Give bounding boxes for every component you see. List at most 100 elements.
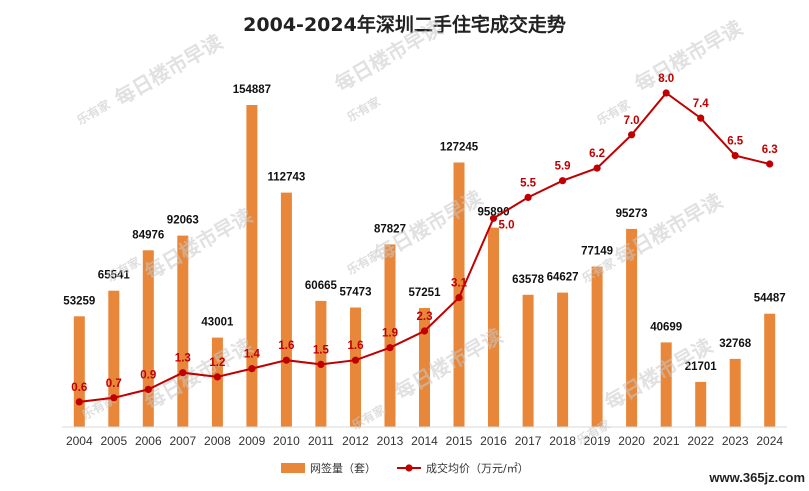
price-point-2021	[662, 89, 670, 97]
bar-2018	[557, 292, 569, 427]
x-tick-2024: 2024	[756, 434, 783, 448]
x-tick-2017: 2017	[515, 434, 542, 448]
bar-label-2010: 112743	[268, 172, 306, 184]
bar-label-2021: 40699	[650, 321, 682, 333]
x-tick-2008: 2008	[204, 434, 231, 448]
price-label-2013: 1.9	[382, 328, 398, 340]
price-point-2020	[628, 131, 636, 139]
price-point-2016	[489, 214, 498, 222]
bar-label-2011: 60665	[305, 280, 338, 292]
x-tick-2015: 2015	[446, 434, 473, 448]
legend-line-label: 成交均价（万元/㎡）	[426, 461, 529, 475]
x-tick-2011: 2011	[308, 434, 334, 448]
price-point-2011	[317, 360, 325, 368]
price-point-2006	[144, 385, 152, 393]
legend-line-marker	[405, 464, 413, 472]
x-tick-2010: 2010	[273, 434, 300, 448]
x-tick-2005: 2005	[100, 434, 127, 448]
price-label-2015: 3.1	[451, 278, 468, 290]
price-point-2008	[213, 373, 221, 381]
price-point-2012	[351, 356, 360, 364]
bar-2022	[695, 381, 707, 427]
bar-2024	[764, 313, 776, 427]
watermark-logo: 乐有家	[344, 93, 384, 124]
line-series	[75, 89, 774, 406]
watermark-logo: 乐有家	[344, 246, 384, 277]
bar-2014	[419, 308, 430, 427]
bar-label-2005: 65541	[98, 270, 131, 282]
price-label-2008: 1.2	[209, 357, 225, 369]
bar-2023	[729, 358, 741, 427]
price-label-2014: 2.3	[417, 311, 433, 323]
watermark-text: 每日楼市早读	[111, 30, 227, 111]
x-tick-2016: 2016	[480, 434, 507, 448]
bar-label-2013: 87827	[374, 223, 406, 235]
price-point-2013	[386, 344, 394, 352]
price-point-2004	[75, 398, 83, 406]
bar-label-2019: 77149	[581, 246, 613, 258]
price-point-2009	[248, 365, 256, 373]
bar-2020	[626, 228, 638, 427]
price-label-2006: 0.9	[140, 369, 156, 381]
bar-label-2007: 92063	[167, 215, 199, 227]
price-label-2011: 1.5	[313, 344, 330, 356]
x-axis-ticks: 2004 2005 2006 2007 2008 2009 2010 2011 2012 2013…	[66, 434, 783, 448]
bar-2019	[591, 266, 603, 427]
x-tick-2023: 2023	[722, 434, 749, 448]
bar-label-2012: 57473	[340, 287, 372, 299]
price-label-2017: 5.5	[520, 177, 537, 189]
bar-label-2023: 32768	[719, 338, 752, 350]
price-point-2010	[282, 356, 290, 364]
bar-label-2016: 95890	[478, 207, 510, 219]
bar-2004	[73, 316, 85, 427]
price-label-2010: 1.6	[278, 340, 294, 352]
watermark-text: 每日楼市早读	[631, 16, 747, 97]
bar-label-2022: 21701	[685, 361, 718, 373]
bar-2008	[211, 337, 223, 427]
bar-label-2008: 43001	[201, 317, 234, 329]
price-label-2007: 1.3	[175, 353, 191, 365]
price-point-2022	[697, 114, 705, 122]
x-tick-2007: 2007	[169, 434, 196, 448]
credit-text: www.365jz.com	[708, 470, 805, 485]
bar-2012	[350, 307, 361, 427]
price-label-2016: 5.0	[499, 219, 515, 231]
legend: 网签量（套） 成交均价（万元/㎡）	[281, 461, 529, 475]
bar-label-2015: 127245	[440, 142, 479, 154]
price-label-2018: 5.9	[555, 161, 571, 173]
x-tick-2018: 2018	[549, 434, 576, 448]
bar-label-2004: 53259	[63, 295, 95, 307]
price-point-2023	[731, 152, 739, 160]
legend-bar-label: 网签量（套）	[310, 461, 376, 475]
x-tick-2014: 2014	[411, 434, 438, 448]
price-label-2020: 7.0	[624, 115, 640, 127]
bar-2016	[488, 227, 499, 427]
price-label-2019: 6.2	[589, 148, 605, 160]
x-tick-2004: 2004	[66, 434, 93, 448]
bar-2010	[280, 192, 292, 427]
bar-2021	[660, 342, 672, 427]
bar-label-2020: 95273	[616, 208, 648, 220]
bar-label-2006: 84976	[132, 229, 164, 241]
price-label-2005: 0.7	[106, 378, 122, 390]
price-point-2015	[455, 294, 463, 302]
price-label-2009: 1.4	[244, 349, 261, 361]
watermark-logo: 乐有家	[74, 96, 114, 127]
bar-label-2017: 63578	[512, 274, 545, 286]
bar-2007	[177, 235, 189, 427]
x-tick-2022: 2022	[687, 434, 714, 448]
x-tick-2009: 2009	[239, 434, 266, 448]
price-label-2023: 6.5	[727, 136, 744, 148]
bar-label-2014: 57251	[409, 287, 442, 299]
bar-2006	[142, 250, 154, 427]
bar-2005	[108, 290, 120, 427]
price-label-2021: 8.0	[658, 73, 674, 85]
price-point-2024	[766, 160, 774, 168]
price-label-2024: 6.3	[762, 144, 778, 156]
bar-label-2009: 154887	[233, 84, 271, 96]
legend-bar-swatch	[281, 463, 305, 473]
bar-label-2024: 54487	[754, 293, 786, 305]
x-tick-2012: 2012	[342, 434, 369, 448]
